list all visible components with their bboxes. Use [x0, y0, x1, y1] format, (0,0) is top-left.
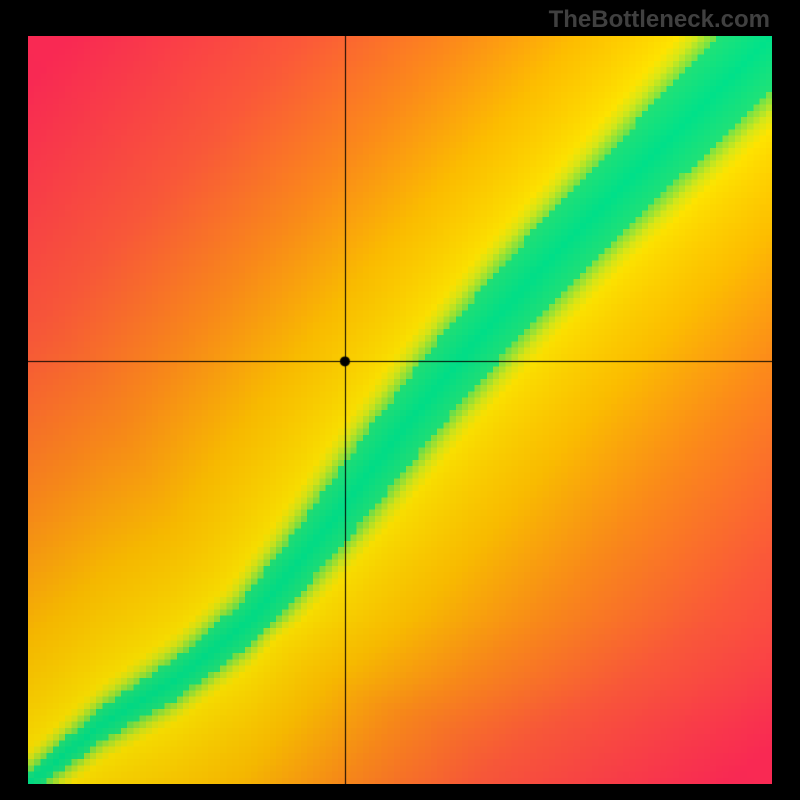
bottleneck-heatmap: [28, 36, 772, 784]
watermark-text: TheBottleneck.com: [549, 6, 770, 34]
chart-container: TheBottleneck.com: [0, 0, 800, 800]
